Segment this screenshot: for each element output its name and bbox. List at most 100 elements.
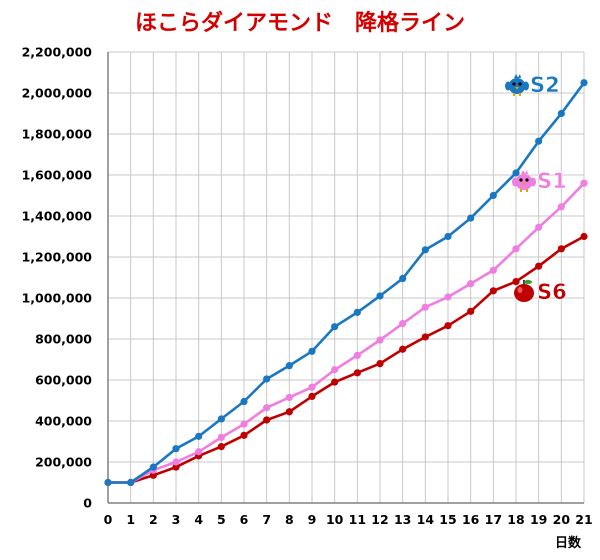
chick-foot: [513, 93, 515, 96]
y-tick-label: 1,800,000: [22, 127, 93, 142]
x-tick-label: 17: [485, 512, 502, 527]
data-point-s6: [263, 416, 271, 424]
data-point-s6: [331, 378, 339, 386]
data-point-s1: [263, 404, 271, 412]
x-tick-label: 19: [530, 512, 547, 527]
chart-title: ほこらダイアモンド 降格ライン: [135, 10, 465, 36]
data-point-s6: [467, 307, 475, 315]
x-tick-label: 12: [371, 512, 388, 527]
chick-tuft: [514, 74, 521, 78]
x-tick-label: 5: [217, 512, 226, 527]
chick-eye: [519, 178, 523, 182]
data-point-s1: [217, 433, 225, 441]
chick-wing-right: [530, 177, 536, 187]
chick-tuft: [521, 170, 528, 174]
data-point-s6: [444, 322, 452, 330]
data-point-s6: [399, 345, 407, 353]
data-point-s2: [353, 308, 361, 316]
y-tick-label: 400,000: [35, 414, 92, 429]
data-point-s1: [376, 336, 384, 344]
data-point-s2: [557, 109, 565, 118]
blue-chick-icon: [505, 74, 529, 96]
chick-beak: [522, 183, 526, 186]
pink-chick-icon: [512, 170, 536, 192]
data-point-s2: [444, 232, 452, 241]
data-point-s2: [240, 397, 248, 406]
y-axis-ticks: 0 200,000 400,000 600,000 800,000 1,000,000 1,…: [22, 45, 93, 511]
data-point-s1: [331, 366, 339, 374]
x-tick-label: 4: [194, 512, 203, 527]
y-tick-label: 600,000: [35, 373, 92, 388]
grid: [108, 51, 585, 503]
data-point-s1: [285, 393, 293, 402]
chick-eye: [518, 82, 522, 86]
data-point-s1: [557, 203, 565, 211]
data-point-s1: [195, 448, 203, 456]
y-tick-label: 1,400,000: [22, 209, 93, 224]
data-point-s6: [217, 443, 225, 451]
x-tick-label: 10: [326, 512, 344, 527]
data-point-s2: [195, 432, 203, 440]
data-point-s6: [489, 287, 497, 295]
apple-body: [514, 284, 534, 302]
data-point-s1: [512, 245, 520, 253]
series-line-s6: [108, 235, 585, 484]
y-tick-label: 1,000,000: [22, 291, 93, 306]
data-point-s2: [535, 137, 543, 145]
chick-beak: [515, 87, 519, 90]
data-point-s2: [104, 478, 112, 487]
data-point-s2: [421, 246, 429, 254]
data-point-s1: [240, 420, 248, 428]
data-point-s2: [217, 415, 225, 423]
data-point-s1: [489, 266, 497, 274]
series-label-text: S2: [530, 73, 560, 97]
x-tick-label: 20: [553, 512, 571, 527]
chick-body: [508, 78, 526, 94]
chick-body: [515, 174, 533, 190]
chick-eye: [525, 178, 529, 182]
data-point-s2: [399, 274, 407, 283]
data-point-s6: [557, 245, 565, 253]
x-tick-label: 1: [126, 512, 135, 527]
series-label-text: S1: [537, 169, 567, 193]
data-point-s6: [376, 360, 384, 368]
apple-leaf: [524, 280, 532, 284]
series-group: [104, 79, 588, 487]
x-tick-label: 9: [308, 512, 317, 527]
x-tick-label: 11: [349, 512, 366, 527]
y-tick-label: 2,200,000: [22, 45, 93, 60]
chick-foot: [520, 189, 522, 192]
x-tick-label: 3: [172, 512, 181, 527]
data-point-s2: [308, 347, 316, 355]
x-axis-label: 日数: [555, 535, 582, 551]
x-tick-label: 16: [462, 512, 480, 527]
data-point-s6: [580, 232, 588, 241]
data-point-s1: [308, 383, 316, 391]
series-labels: S2 S1 S6: [505, 73, 567, 304]
data-point-s2: [580, 79, 588, 87]
data-point-s6: [172, 463, 180, 471]
axes: [107, 52, 584, 504]
data-point-s2: [331, 323, 339, 331]
data-point-s1: [399, 320, 407, 328]
apple-stem: [523, 280, 525, 285]
series-label-s1: S1: [512, 169, 567, 193]
series-label-s6: S6: [514, 280, 567, 304]
data-point-s1: [535, 223, 543, 231]
chick-wing-right: [523, 81, 529, 91]
data-point-s2: [512, 169, 520, 177]
data-point-s6: [421, 333, 429, 341]
data-point-s6: [149, 471, 157, 479]
data-point-s6: [308, 392, 316, 400]
apple-shine: [517, 287, 523, 293]
chick-wing-left: [512, 177, 518, 187]
x-tick-label: 6: [240, 512, 249, 527]
series-line-s2: [108, 82, 586, 484]
data-point-s2: [467, 214, 475, 222]
x-tick-label: 0: [104, 512, 113, 527]
y-tick-label: 800,000: [35, 332, 92, 347]
data-point-s2: [149, 463, 157, 471]
y-tick-label: 0: [83, 496, 92, 511]
x-axis-ticks: 0 1 2 3 4 5 6 7 8 9 10 11 12 13 14 15 16 17 18 19 20 21: [104, 512, 593, 527]
